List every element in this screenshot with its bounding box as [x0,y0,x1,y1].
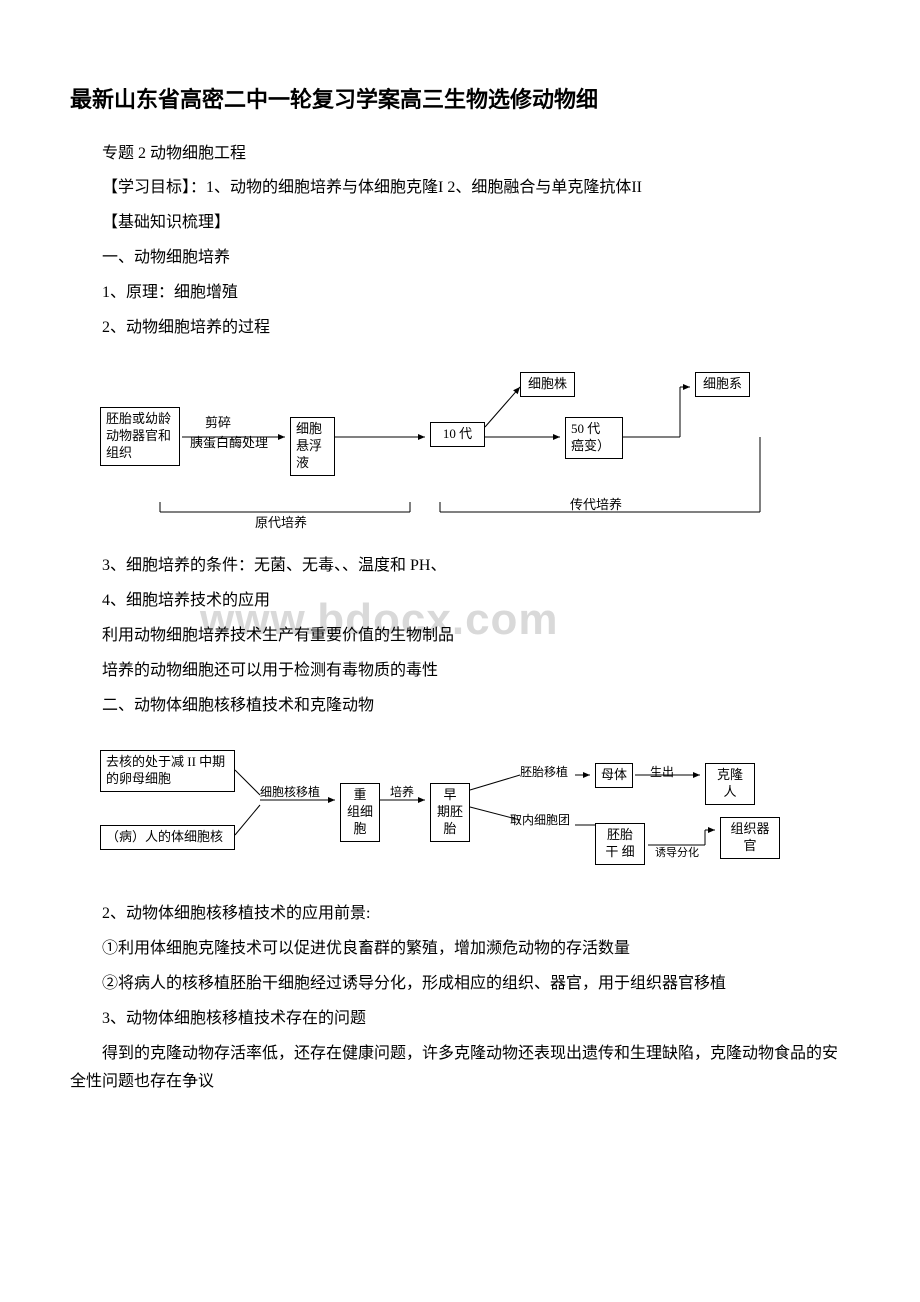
d2-label3: 胚胎移植 [520,765,568,779]
paragraph: 二、动物体细胞核移植技术和克隆动物 [70,692,850,721]
d2-label2: 培养 [390,785,414,799]
diagram-nuclear-transfer: 去核的处于减 II 中期的卵母细胞 （病）人的体细胞核 细胞核移植 重 组细胞 … [90,735,830,885]
d2-box4: 早 期胚胎 [430,783,470,842]
d1-box3: 10 代 [430,422,485,447]
d1-box4-text: 50 代 [571,421,600,436]
diagram-cell-culture: 胚胎或幼龄动物器官和组织 剪碎 胰蛋白酶处理 细胞悬浮液 10 代 50 代 癌… [90,357,790,537]
d2-box1: 去核的处于减 II 中期的卵母细胞 [100,750,235,792]
paragraph: 1、原理：细胞增殖 [70,279,850,308]
paragraph: 4、细胞培养技术的应用 [70,587,850,616]
paragraph: 利用动物细胞培养技术生产有重要价值的生物制品 [70,622,850,651]
page-title: 最新山东省高密二中一轮复习学案高三生物选修动物细 [70,80,850,120]
d2-box7: 胚胎干 细 [595,823,645,865]
paragraph: 【基础知识梳理】 [70,209,850,238]
d2-box2: （病）人的体细胞核 [100,825,235,850]
content-wrapper: 最新山东省高密二中一轮复习学案高三生物选修动物细 专题 2 动物细胞工程 【学习… [70,80,850,1097]
paragraph: 得到的克隆动物存活率低，还存在健康问题，许多克隆动物还表现出遗传和生理缺陷，克隆… [70,1040,850,1098]
d2-box3: 重 组细胞 [340,783,380,842]
paragraph: 2、动物体细胞核移植技术的应用前景: [70,900,850,929]
paragraph: 专题 2 动物细胞工程 [70,140,850,169]
d1-label1a: 剪碎 [205,415,231,431]
paragraph: 培养的动物细胞还可以用于检测有毒物质的毒性 [70,657,850,686]
d2-label6: 诱导分化 [655,847,699,860]
d2-label1: 细胞核移植 [260,785,320,799]
d2-label5: 生出 [650,765,674,779]
d1-label1b: 胰蛋白酶处理 [190,435,268,451]
d1-box4: 50 代 癌变） [565,417,623,459]
d1-label2: 癌变） [571,438,610,453]
paragraph: 一、动物细胞培养 [70,244,850,273]
d1-label4: 传代培养 [570,497,622,513]
d2-box8: 组织器官 [720,817,780,859]
paragraph: 2、动物细胞培养的过程 [70,314,850,343]
paragraph: 3、动物体细胞核移植技术存在的问题 [70,1005,850,1034]
d1-box1: 胚胎或幼龄动物器官和组织 [100,407,180,466]
d1-label3: 原代培养 [255,515,307,531]
d1-box5: 细胞株 [520,372,575,397]
paragraph: 【学习目标】：1、动物的细胞培养与体细胞克隆I 2、细胞融合与单克隆抗体II [70,174,850,203]
paragraph: 3、细胞培养的条件：无菌、无毒、、温度和 PH、 [70,552,850,581]
d2-box6: 克隆人 [705,763,755,805]
d1-box6: 细胞系 [695,372,750,397]
d2-box5: 母体 [595,763,633,788]
paragraph: ①利用体细胞克隆技术可以促进优良畜群的繁殖，增加濒危动物的存活数量 [70,935,850,964]
paragraph: ②将病人的核移植胚胎干细胞经过诱导分化，形成相应的组织、器官，用于组织器官移植 [70,970,850,999]
d1-box2: 细胞悬浮液 [290,417,335,476]
d2-label4: 取内细胞团 [510,813,570,827]
